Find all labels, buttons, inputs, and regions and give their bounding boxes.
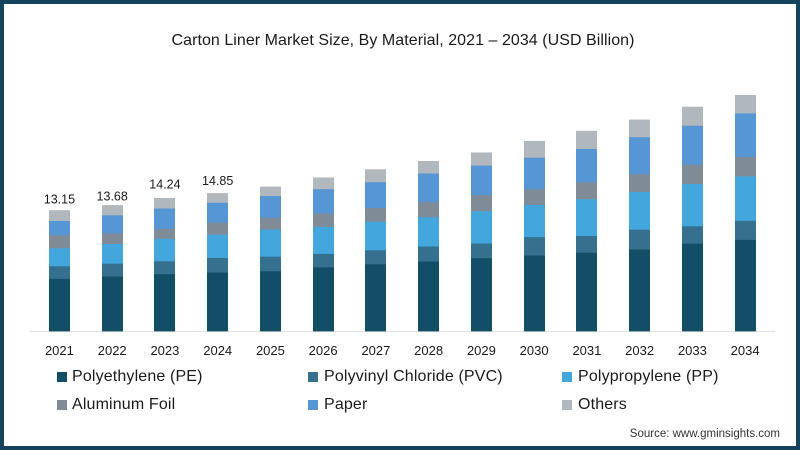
- svg-text:2032: 2032: [625, 343, 654, 358]
- svg-text:2025: 2025: [256, 343, 285, 358]
- svg-text:14.85: 14.85: [202, 174, 233, 188]
- svg-text:2023: 2023: [150, 343, 179, 358]
- svg-text:2029: 2029: [467, 343, 496, 358]
- svg-text:13.15: 13.15: [44, 193, 75, 207]
- svg-text:2027: 2027: [361, 343, 390, 358]
- svg-text:2030: 2030: [520, 343, 549, 358]
- svg-text:2026: 2026: [309, 343, 338, 358]
- svg-text:2021: 2021: [45, 343, 74, 358]
- svg-text:14.24: 14.24: [149, 177, 180, 191]
- svg-text:13.68: 13.68: [97, 189, 128, 203]
- svg-text:2022: 2022: [98, 343, 127, 358]
- svg-text:2024: 2024: [203, 343, 232, 358]
- svg-text:2028: 2028: [414, 343, 443, 358]
- svg-text:2033: 2033: [678, 343, 707, 358]
- svg-text:2034: 2034: [731, 343, 760, 358]
- svg-text:2031: 2031: [572, 343, 601, 358]
